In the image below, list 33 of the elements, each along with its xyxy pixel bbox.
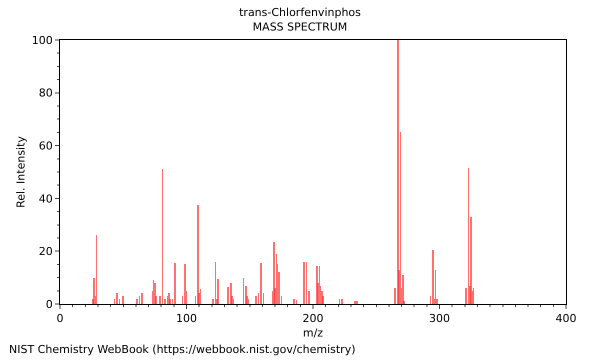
bar — [356, 301, 358, 304]
bar — [255, 296, 257, 304]
x-tick-label: 0 — [56, 312, 64, 326]
bar — [303, 262, 305, 304]
bar — [397, 40, 399, 304]
bar — [174, 263, 176, 304]
bar — [141, 293, 143, 304]
bar — [354, 301, 356, 304]
bar — [116, 293, 118, 304]
bar — [260, 263, 262, 304]
bar — [122, 296, 124, 304]
y-tick-label: 40 — [38, 192, 53, 206]
bar — [197, 205, 199, 304]
bar — [136, 299, 138, 304]
y-axis-title: Rel. Intensity — [14, 136, 28, 208]
bar — [293, 299, 295, 304]
x-tick-label: 300 — [429, 312, 450, 326]
x-axis-title: m/z — [302, 326, 324, 340]
chart-subtitle: MASS SPECTRUM — [252, 20, 348, 34]
x-tick-label: 400 — [556, 312, 576, 326]
bar — [432, 250, 434, 304]
text: NIST Chemistry WebBook (https://webbook.nist.gov/chemistry) — [9, 343, 356, 356]
y-tick-label: 20 — [38, 245, 53, 258]
chart-title: trans-Chlorfenvinphos — [239, 6, 362, 20]
bar — [184, 264, 186, 304]
y-tick-label: 80 — [38, 86, 53, 100]
bar — [227, 287, 229, 304]
bar — [341, 299, 343, 304]
x-tick-label: 100 — [176, 312, 197, 326]
y-tick-label: 0 — [46, 298, 53, 311]
x-tick-label: 200 — [302, 312, 324, 326]
y-tick-label: 100 — [32, 34, 53, 47]
y-tick-label: 60 — [38, 139, 53, 152]
